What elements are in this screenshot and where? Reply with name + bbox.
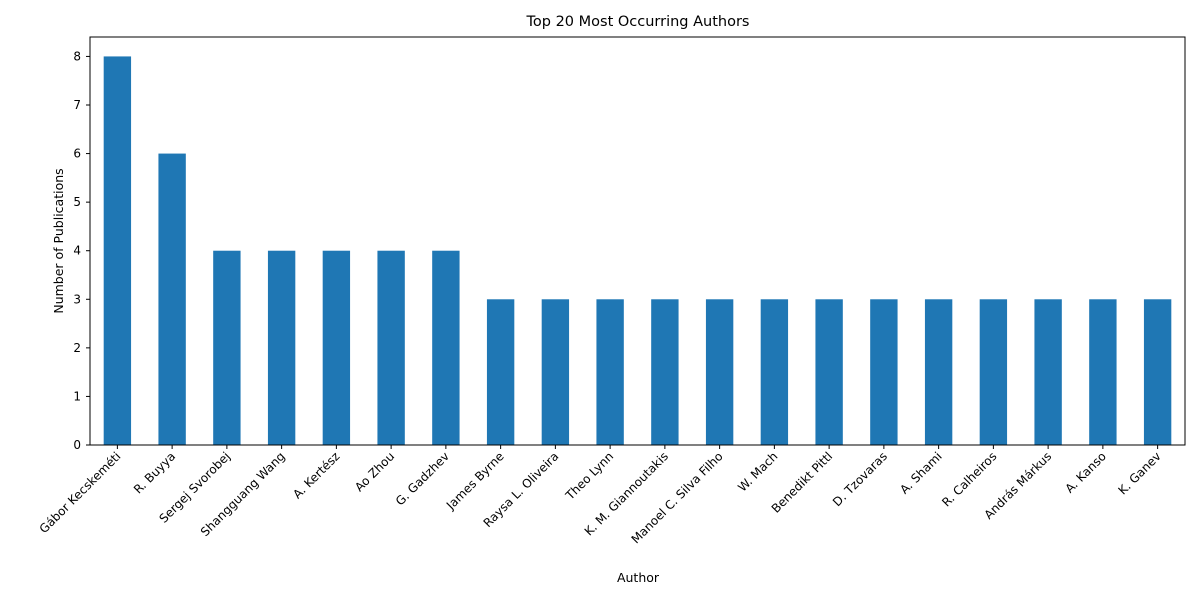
x-tick-label: Ao Zhou bbox=[352, 449, 397, 494]
y-axis-label: Number of Publications bbox=[51, 168, 66, 313]
bar-14 bbox=[815, 299, 843, 445]
x-tick-label: A. Shami bbox=[897, 449, 945, 497]
bar-5 bbox=[322, 250, 351, 445]
x-tick-label: R. Calheiros bbox=[939, 449, 999, 509]
y-tick-label: 3 bbox=[73, 292, 81, 306]
y-tick-label: 0 bbox=[73, 438, 81, 452]
bar-17 bbox=[979, 299, 1008, 445]
bar-1 bbox=[103, 56, 132, 446]
bar-8 bbox=[486, 299, 515, 445]
bars-group bbox=[103, 56, 1172, 446]
bar-4 bbox=[267, 250, 296, 445]
x-tick-label: Manoel C. Silva Filho bbox=[629, 449, 726, 546]
x-tick-label: G. Gadzhev bbox=[393, 449, 452, 508]
x-tick-label: Theo Lynn bbox=[562, 449, 616, 503]
y-tick-label: 6 bbox=[73, 147, 81, 161]
bar-10 bbox=[596, 299, 624, 445]
y-tick-label: 7 bbox=[73, 98, 81, 112]
chart-title: Top 20 Most Occurring Authors bbox=[526, 14, 750, 30]
bar-2 bbox=[158, 153, 186, 446]
y-tick-label: 8 bbox=[73, 49, 81, 63]
x-tick-label: D. Tzovaras bbox=[830, 449, 890, 509]
y-tick-label: 2 bbox=[73, 341, 81, 355]
plot-frame bbox=[89, 36, 1186, 446]
bar-11 bbox=[651, 299, 679, 445]
y-tick-label: 5 bbox=[73, 195, 81, 209]
bar-18 bbox=[1034, 299, 1062, 445]
bar-12 bbox=[705, 299, 734, 445]
bar-16 bbox=[924, 299, 953, 445]
bar-7 bbox=[432, 250, 460, 445]
y-tick-label: 4 bbox=[73, 244, 81, 258]
x-tick-label: Gábor Kecskeméti bbox=[37, 449, 124, 536]
bar-20 bbox=[1143, 299, 1172, 445]
x-axis-label: Author bbox=[617, 570, 660, 585]
x-tick-label: R. Buyya bbox=[131, 449, 178, 496]
bar-19 bbox=[1089, 299, 1117, 445]
x-tick-label: W. Mach bbox=[735, 449, 780, 494]
bar-15 bbox=[870, 299, 898, 445]
bar-13 bbox=[760, 299, 789, 445]
y-tick-label: 1 bbox=[73, 389, 81, 403]
bar-9 bbox=[541, 299, 570, 445]
x-tick-label: A. Kanso bbox=[1062, 449, 1109, 496]
bar-6 bbox=[377, 250, 405, 445]
x-tick-label: K. Ganev bbox=[1115, 449, 1163, 497]
x-tick-label: A. Kertész bbox=[290, 449, 342, 501]
bar-3 bbox=[213, 250, 241, 445]
